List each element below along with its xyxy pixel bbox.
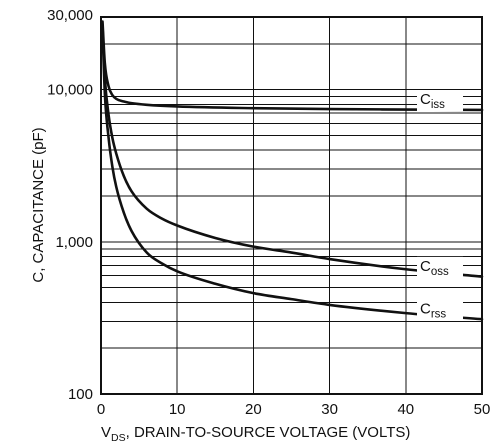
x-axis-label-subscript: DS bbox=[111, 432, 126, 443]
plot-frame bbox=[100, 16, 483, 395]
y-tick-label: 10,000 bbox=[47, 82, 93, 99]
x-axis-label: VDS, DRAIN-TO-SOURCE VOLTAGE (VOLTS) bbox=[101, 424, 410, 443]
series-label-Ciss: Ciss bbox=[420, 91, 445, 111]
y-axis-label: C, CAPACITANCE (pF) bbox=[30, 127, 47, 282]
series-labels: Ciss Coss Crss bbox=[417, 90, 463, 321]
x-tick-label: 50 bbox=[474, 401, 491, 418]
x-tick-label: 10 bbox=[169, 401, 186, 418]
x-tick-label: 20 bbox=[245, 401, 262, 418]
series-line-Coss bbox=[101, 25, 484, 278]
x-axis-label-rest: , DRAIN-TO-SOURCE VOLTAGE (VOLTS) bbox=[126, 424, 411, 441]
y-tick-label: 30,000 bbox=[47, 7, 93, 24]
series-label-Crss: Crss bbox=[420, 300, 446, 320]
series-line-Crss bbox=[101, 27, 484, 321]
series-label-Coss: Coss bbox=[420, 258, 449, 278]
y-tick-label: 1,000 bbox=[55, 234, 93, 251]
series-label-bg bbox=[417, 299, 463, 321]
x-tick-label: 30 bbox=[321, 401, 338, 418]
tick-labels: 0 10 20 30 40 50 100 1,000 10,000 30,000 bbox=[47, 7, 490, 418]
y-tick-label: 100 bbox=[68, 386, 93, 403]
x-axis-label-prefix: V bbox=[101, 424, 111, 441]
x-tick-label: 40 bbox=[397, 401, 414, 418]
chart-grid bbox=[100, 16, 483, 395]
series-label-bg bbox=[417, 256, 463, 278]
series-line-Ciss bbox=[101, 20, 484, 112]
x-tick-label: 0 bbox=[97, 401, 105, 418]
series-label-bg bbox=[417, 90, 463, 112]
chart-curves bbox=[101, 20, 484, 321]
